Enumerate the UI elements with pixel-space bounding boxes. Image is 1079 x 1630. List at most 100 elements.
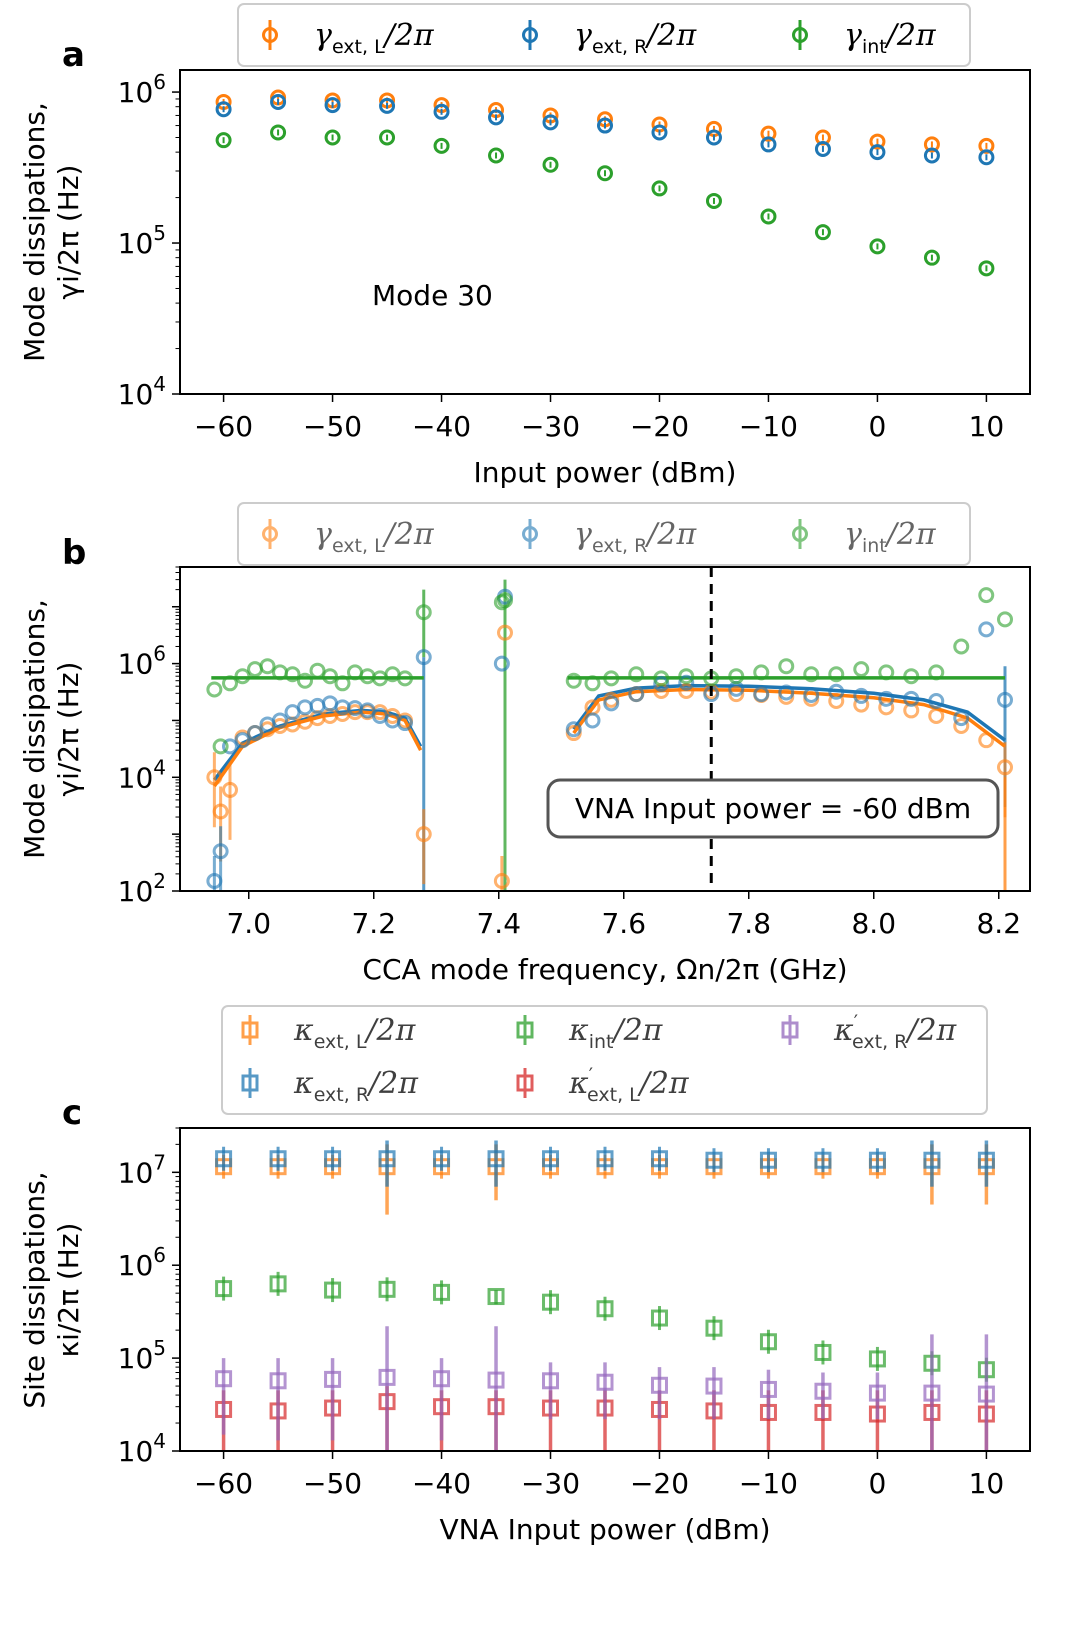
data-point — [923, 1384, 941, 1402]
data-point — [378, 1368, 396, 1386]
data-point — [215, 101, 232, 118]
y-axis-label-line1: Site dissipations, — [18, 1171, 51, 1408]
series-blue — [206, 588, 1013, 891]
data-point — [415, 649, 432, 666]
y-tick-label: 106 — [118, 70, 166, 109]
x-axis-label: VNA Input power (dBm) — [439, 1513, 770, 1546]
legend-label: κext, R/2π — [293, 1066, 419, 1106]
legend-label: γext, R/2π — [574, 18, 697, 58]
data-point — [903, 690, 920, 707]
data-point — [488, 109, 505, 126]
x-tick-label: 10 — [969, 1467, 1005, 1500]
data-point — [397, 715, 413, 732]
legend-label: κ′ ext, L/2π — [568, 1064, 690, 1106]
x-tick-label: −30 — [521, 410, 580, 443]
data-point — [247, 725, 263, 742]
data-point — [978, 149, 995, 166]
x-tick-label: −20 — [630, 410, 689, 443]
data-point — [269, 1372, 287, 1390]
y-axis-label: Site dissipations, κi/2π (Hz) — [18, 1171, 85, 1408]
data-point — [678, 682, 695, 699]
legend-marker — [516, 1074, 534, 1092]
data-point — [814, 129, 831, 146]
data-point — [493, 655, 510, 672]
data-point — [542, 114, 559, 131]
data-point — [542, 1293, 560, 1311]
data-point — [212, 843, 229, 860]
x-tick-label: −10 — [739, 410, 798, 443]
data-point — [206, 681, 223, 698]
x-tick-label: 7.6 — [601, 907, 646, 940]
data-point — [212, 803, 229, 820]
legend-label: κ′ ext, R/2π — [833, 1011, 958, 1053]
x-tick-label: −20 — [630, 1467, 689, 1500]
series-blue — [215, 1140, 995, 1187]
data-point — [653, 675, 670, 692]
data-point — [487, 1288, 505, 1306]
legend-marker — [516, 1021, 534, 1039]
data-point — [778, 684, 795, 701]
data-point — [397, 670, 413, 687]
panel-b: b 7.0 7.2 7.4 7.6 7.8 8.0 8.2 102 104 106 CCA mode … — [18, 502, 1031, 986]
data-point — [923, 136, 940, 153]
data-point — [597, 165, 613, 182]
data-point — [270, 93, 287, 110]
y-axis-label-line2: κi/2π (Hz) — [52, 1223, 85, 1358]
data-point — [215, 1150, 233, 1168]
legend-entry: κ′ ext, R/2π — [781, 1011, 958, 1053]
legend-marker — [262, 27, 278, 43]
data-point — [828, 666, 845, 683]
data-point — [651, 124, 668, 141]
plot-frame — [179, 1127, 1031, 1452]
data-point — [753, 686, 770, 703]
x-tick-label: 10 — [969, 410, 1005, 443]
panel-c: c −60 −50 −40 −30 −20 −10 0 10 104 105 106 107 VNA In… — [18, 1005, 1031, 1546]
data-point — [878, 690, 895, 707]
data-point — [433, 103, 450, 120]
data-point — [359, 702, 376, 719]
legend-entry: γext, R/2π — [522, 517, 697, 557]
legend-box — [237, 502, 971, 566]
legend-entry-wrap: κ′ ext, L/2π — [516, 1064, 690, 1106]
x-tick-label: 7.0 — [226, 907, 271, 940]
data-point — [497, 592, 513, 609]
legend-label: γext, R/2π — [574, 517, 697, 557]
annotation-text: VNA Input power = -60 dBm — [575, 792, 971, 825]
data-point — [433, 1150, 451, 1168]
data-point — [705, 129, 722, 146]
y-tick-label: 104 — [118, 372, 166, 411]
data-point — [433, 1370, 451, 1388]
legend-marker — [781, 1021, 799, 1039]
data-point — [379, 97, 396, 114]
data-point — [814, 1151, 832, 1169]
plot-frame — [179, 69, 1031, 395]
data-point — [324, 129, 341, 146]
legend-entry: κint/2π — [516, 1013, 664, 1053]
legend-entry-wrap: γext, R/2π — [522, 517, 697, 557]
data-point — [272, 712, 288, 729]
data-point — [878, 664, 895, 681]
data-point — [222, 781, 238, 798]
data-point — [628, 666, 645, 683]
data-point — [803, 687, 820, 704]
data-point — [322, 668, 338, 685]
x-tick-label: −10 — [739, 1467, 798, 1500]
y-axis-label-line1: Mode dissipations, — [18, 599, 51, 859]
data-point — [759, 1151, 777, 1169]
legend-marker — [792, 526, 808, 542]
data-point — [978, 587, 995, 604]
legend-entry-wrap: κext, R/2π — [241, 1066, 419, 1106]
legend-box — [237, 3, 971, 67]
legend-marker — [792, 27, 808, 43]
x-tick-label: 7.4 — [476, 907, 521, 940]
data-point — [803, 666, 820, 683]
panel-label: c — [62, 1093, 82, 1133]
data-point — [759, 1333, 777, 1351]
data-point — [565, 672, 582, 689]
data-point — [977, 1385, 995, 1403]
data-point — [378, 1150, 396, 1168]
data-point — [415, 604, 432, 621]
data-point — [378, 1280, 396, 1298]
x-tick-label: 0 — [869, 1467, 887, 1500]
plot-frame — [179, 566, 1031, 892]
